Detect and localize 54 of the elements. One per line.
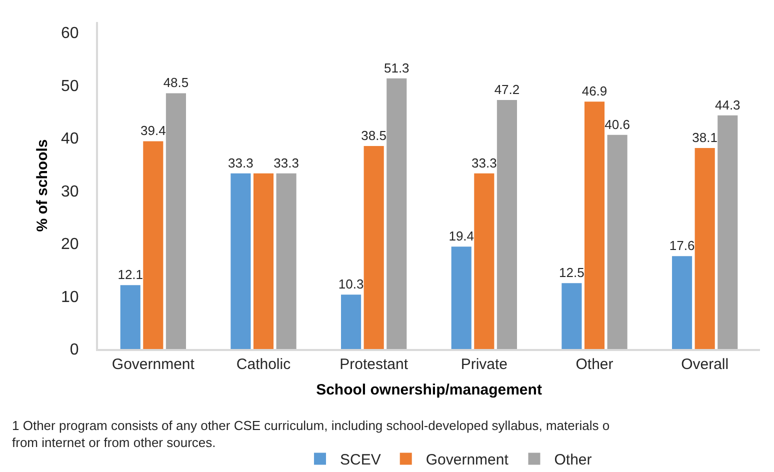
y-axis-title: % of schools xyxy=(34,139,51,232)
x-tick-label: Private xyxy=(460,356,508,373)
y-tick-label: 0 xyxy=(70,342,79,359)
data-label: 38.1 xyxy=(692,130,718,146)
bar xyxy=(694,148,715,349)
y-tick-label: 10 xyxy=(61,288,79,306)
data-label: 40.6 xyxy=(604,116,630,132)
bar xyxy=(474,173,494,349)
data-label: 33.3 xyxy=(228,155,254,170)
bar xyxy=(496,100,517,349)
y-tick-label: 20 xyxy=(61,236,79,254)
data-label: 17.6 xyxy=(669,238,695,254)
bar xyxy=(562,283,582,349)
data-label: 48.5 xyxy=(163,75,189,90)
legend-label: SCEV xyxy=(340,452,381,469)
bar xyxy=(166,93,186,349)
bar xyxy=(364,146,384,349)
bar xyxy=(276,173,296,349)
data-label: 33.3 xyxy=(274,155,299,170)
legend-label: Government xyxy=(426,452,510,469)
text: 1 Other program consists of any other CSE curriculum, including school-developed syllabus, materials o from internet or from other sources. xyxy=(12,418,610,450)
x-tick-label: Catholic xyxy=(236,356,292,373)
data-label: 51.3 xyxy=(384,60,410,76)
bar xyxy=(718,115,738,349)
data-label: 39.4 xyxy=(140,123,166,138)
y-tick-label: 50 xyxy=(61,78,79,95)
data-label: 10.3 xyxy=(338,276,364,292)
data-label: 46.9 xyxy=(582,84,608,99)
bar xyxy=(386,78,407,349)
bar xyxy=(143,141,164,349)
bar xyxy=(607,134,628,349)
y-tick-label: 30 xyxy=(61,183,79,200)
x-tick-label: Protestant xyxy=(340,356,409,373)
bar xyxy=(584,102,605,349)
x-tick-label: Other xyxy=(576,356,614,373)
y-tick-label: 40 xyxy=(61,130,79,148)
data-label: 44.3 xyxy=(714,97,740,112)
bar xyxy=(451,246,472,349)
bar xyxy=(230,173,251,349)
data-label: 47.2 xyxy=(494,82,520,98)
data-label: 38.5 xyxy=(361,128,386,143)
bar xyxy=(672,256,692,349)
x-tick-label: Overall xyxy=(681,356,729,373)
data-label: 12.1 xyxy=(118,267,144,282)
data-label: 19.4 xyxy=(448,228,474,244)
x-tick-label: Government xyxy=(112,356,196,373)
bar xyxy=(120,285,140,349)
x-axis-title: School ownership/management xyxy=(316,382,542,398)
legend-label: Other xyxy=(554,452,592,469)
bar xyxy=(341,294,362,349)
bar xyxy=(253,173,274,349)
data-label: 33.3 xyxy=(472,155,497,170)
y-tick-label: 60 xyxy=(61,25,79,42)
data-label: 12.5 xyxy=(559,265,584,280)
